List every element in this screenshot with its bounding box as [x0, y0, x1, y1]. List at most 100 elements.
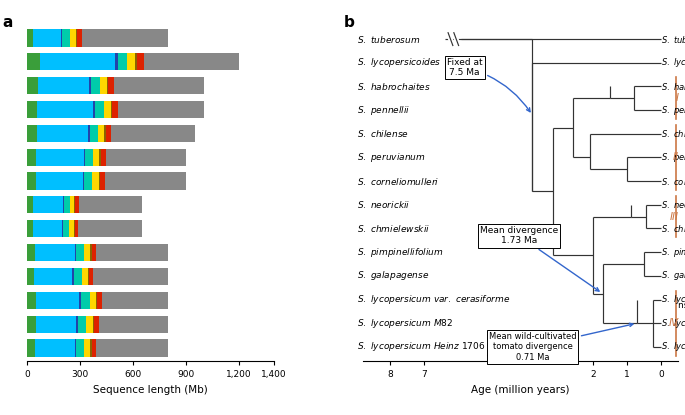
- Bar: [62, 196, 64, 213]
- Bar: [27, 339, 36, 356]
- Text: a: a: [3, 15, 13, 30]
- Bar: [64, 196, 70, 213]
- Text: $\it{S.\ lycopersicum\ M82}$: $\it{S.\ lycopersicum\ M82}$: [660, 317, 685, 330]
- Bar: [76, 244, 84, 261]
- Bar: [73, 268, 74, 285]
- Bar: [27, 125, 37, 142]
- Bar: [97, 292, 102, 309]
- Text: $\it{S.\ pennellii}$: $\it{S.\ pennellii}$: [660, 104, 685, 117]
- Bar: [75, 220, 78, 237]
- Text: $\it{S.\ chmielewskii}$: $\it{S.\ chmielewskii}$: [660, 223, 685, 234]
- Text: $\it{S.\ peruvianum}$: $\it{S.\ peruvianum}$: [660, 151, 685, 164]
- Bar: [36, 173, 83, 190]
- Bar: [79, 292, 81, 309]
- Text: $\it{S.\ galapagense}$: $\it{S.\ galapagense}$: [660, 269, 685, 282]
- Bar: [34, 268, 73, 285]
- Bar: [62, 220, 68, 237]
- Bar: [90, 125, 97, 142]
- Text: III: III: [670, 212, 679, 222]
- Bar: [92, 339, 96, 356]
- Bar: [33, 220, 62, 237]
- Bar: [88, 268, 89, 285]
- Bar: [111, 125, 195, 142]
- X-axis label: Sequence length (Mb): Sequence length (Mb): [93, 385, 208, 395]
- Bar: [38, 77, 89, 94]
- Text: $\it{S.\ neorickii}$: $\it{S.\ neorickii}$: [357, 199, 410, 210]
- Bar: [90, 244, 92, 261]
- Bar: [91, 77, 99, 94]
- Bar: [77, 29, 82, 46]
- Text: $\it{S.\ galapagense}$: $\it{S.\ galapagense}$: [357, 269, 429, 282]
- Bar: [108, 77, 114, 94]
- Bar: [75, 339, 76, 356]
- Bar: [105, 149, 186, 166]
- Bar: [62, 29, 70, 46]
- Bar: [27, 196, 33, 213]
- Bar: [84, 173, 92, 190]
- Bar: [93, 101, 95, 118]
- Bar: [78, 220, 142, 237]
- Legend: LTR/$\it{Copia}$, LTR/$\it{Gypsy}$, LTR/Others, Other retrotransposons, DNA tran: LTR/$\it{Copia}$, LTR/$\it{Gypsy}$, LTR/…: [567, 258, 685, 356]
- Bar: [78, 315, 86, 333]
- X-axis label: Age (million years): Age (million years): [471, 385, 570, 395]
- Text: $\it{S.\ neorickii}$: $\it{S.\ neorickii}$: [660, 199, 685, 210]
- Bar: [127, 53, 135, 71]
- Bar: [99, 173, 100, 190]
- Bar: [70, 29, 76, 46]
- Text: $\it{S.\ lycopersicum\ Heinz\ 1706}$: $\it{S.\ lycopersicum\ Heinz\ 1706}$: [660, 340, 685, 353]
- Text: I: I: [676, 93, 679, 103]
- Bar: [83, 173, 84, 190]
- Bar: [74, 268, 82, 285]
- Text: $\it{S.\ lycopersicoides}$: $\it{S.\ lycopersicoides}$: [357, 56, 441, 69]
- Text: $\it{S.\ chilense}$: $\it{S.\ chilense}$: [660, 128, 685, 139]
- Bar: [27, 101, 37, 118]
- Bar: [76, 339, 84, 356]
- Text: $\it{S.\ corneliomulleri}$: $\it{S.\ corneliomulleri}$: [357, 176, 439, 187]
- Bar: [92, 244, 96, 261]
- Text: $\it{S.\ lycopersicum\ Heinz\ 1706}$: $\it{S.\ lycopersicum\ Heinz\ 1706}$: [357, 340, 485, 353]
- Bar: [114, 77, 203, 94]
- Text: II: II: [673, 152, 679, 162]
- Bar: [27, 315, 36, 333]
- Bar: [27, 29, 33, 46]
- Bar: [79, 196, 142, 213]
- Text: $\it{S.\ chmielewskii}$: $\it{S.\ chmielewskii}$: [357, 223, 429, 234]
- Bar: [27, 220, 33, 237]
- Bar: [99, 149, 101, 166]
- Bar: [135, 53, 137, 71]
- Text: $\it{S.\ pimpinellifolium}$: $\it{S.\ pimpinellifolium}$: [357, 246, 443, 259]
- Bar: [75, 196, 79, 213]
- Text: $\it{S.\ lycopersicum\ M82}$: $\it{S.\ lycopersicum\ M82}$: [357, 317, 453, 330]
- Text: $\it{S.\ pennellii}$: $\it{S.\ pennellii}$: [357, 104, 410, 117]
- Bar: [27, 268, 34, 285]
- Bar: [105, 173, 186, 190]
- Bar: [90, 292, 96, 309]
- Bar: [86, 315, 92, 333]
- Bar: [99, 77, 107, 94]
- Bar: [27, 53, 40, 71]
- Bar: [40, 53, 116, 71]
- Bar: [100, 173, 105, 190]
- Text: Mean wild-cultivated
tomato divergence
0.71 Ma: Mean wild-cultivated tomato divergence 0…: [488, 323, 633, 362]
- Bar: [33, 29, 61, 46]
- Text: Mean divergence
1.73 Ma: Mean divergence 1.73 Ma: [479, 226, 599, 291]
- Bar: [101, 149, 105, 166]
- Text: $\it{S.\ chilense}$: $\it{S.\ chilense}$: [357, 128, 409, 139]
- Bar: [76, 315, 78, 333]
- Bar: [84, 244, 90, 261]
- Bar: [116, 53, 118, 71]
- Bar: [89, 77, 91, 94]
- Text: $\it{S.\ lycopersicum\ var.\ cerasiforme}$: $\it{S.\ lycopersicum\ var.\ cerasiforme…: [357, 293, 510, 306]
- Bar: [92, 173, 99, 190]
- Bar: [68, 220, 73, 237]
- Bar: [92, 315, 94, 333]
- Bar: [27, 173, 36, 190]
- Bar: [104, 101, 111, 118]
- Bar: [111, 101, 112, 118]
- Bar: [96, 292, 97, 309]
- Text: $\it{S.\ peruvianum}$: $\it{S.\ peruvianum}$: [357, 151, 425, 164]
- Bar: [137, 53, 144, 71]
- Text: IV: IV: [669, 318, 679, 328]
- Bar: [73, 220, 75, 237]
- Bar: [36, 339, 75, 356]
